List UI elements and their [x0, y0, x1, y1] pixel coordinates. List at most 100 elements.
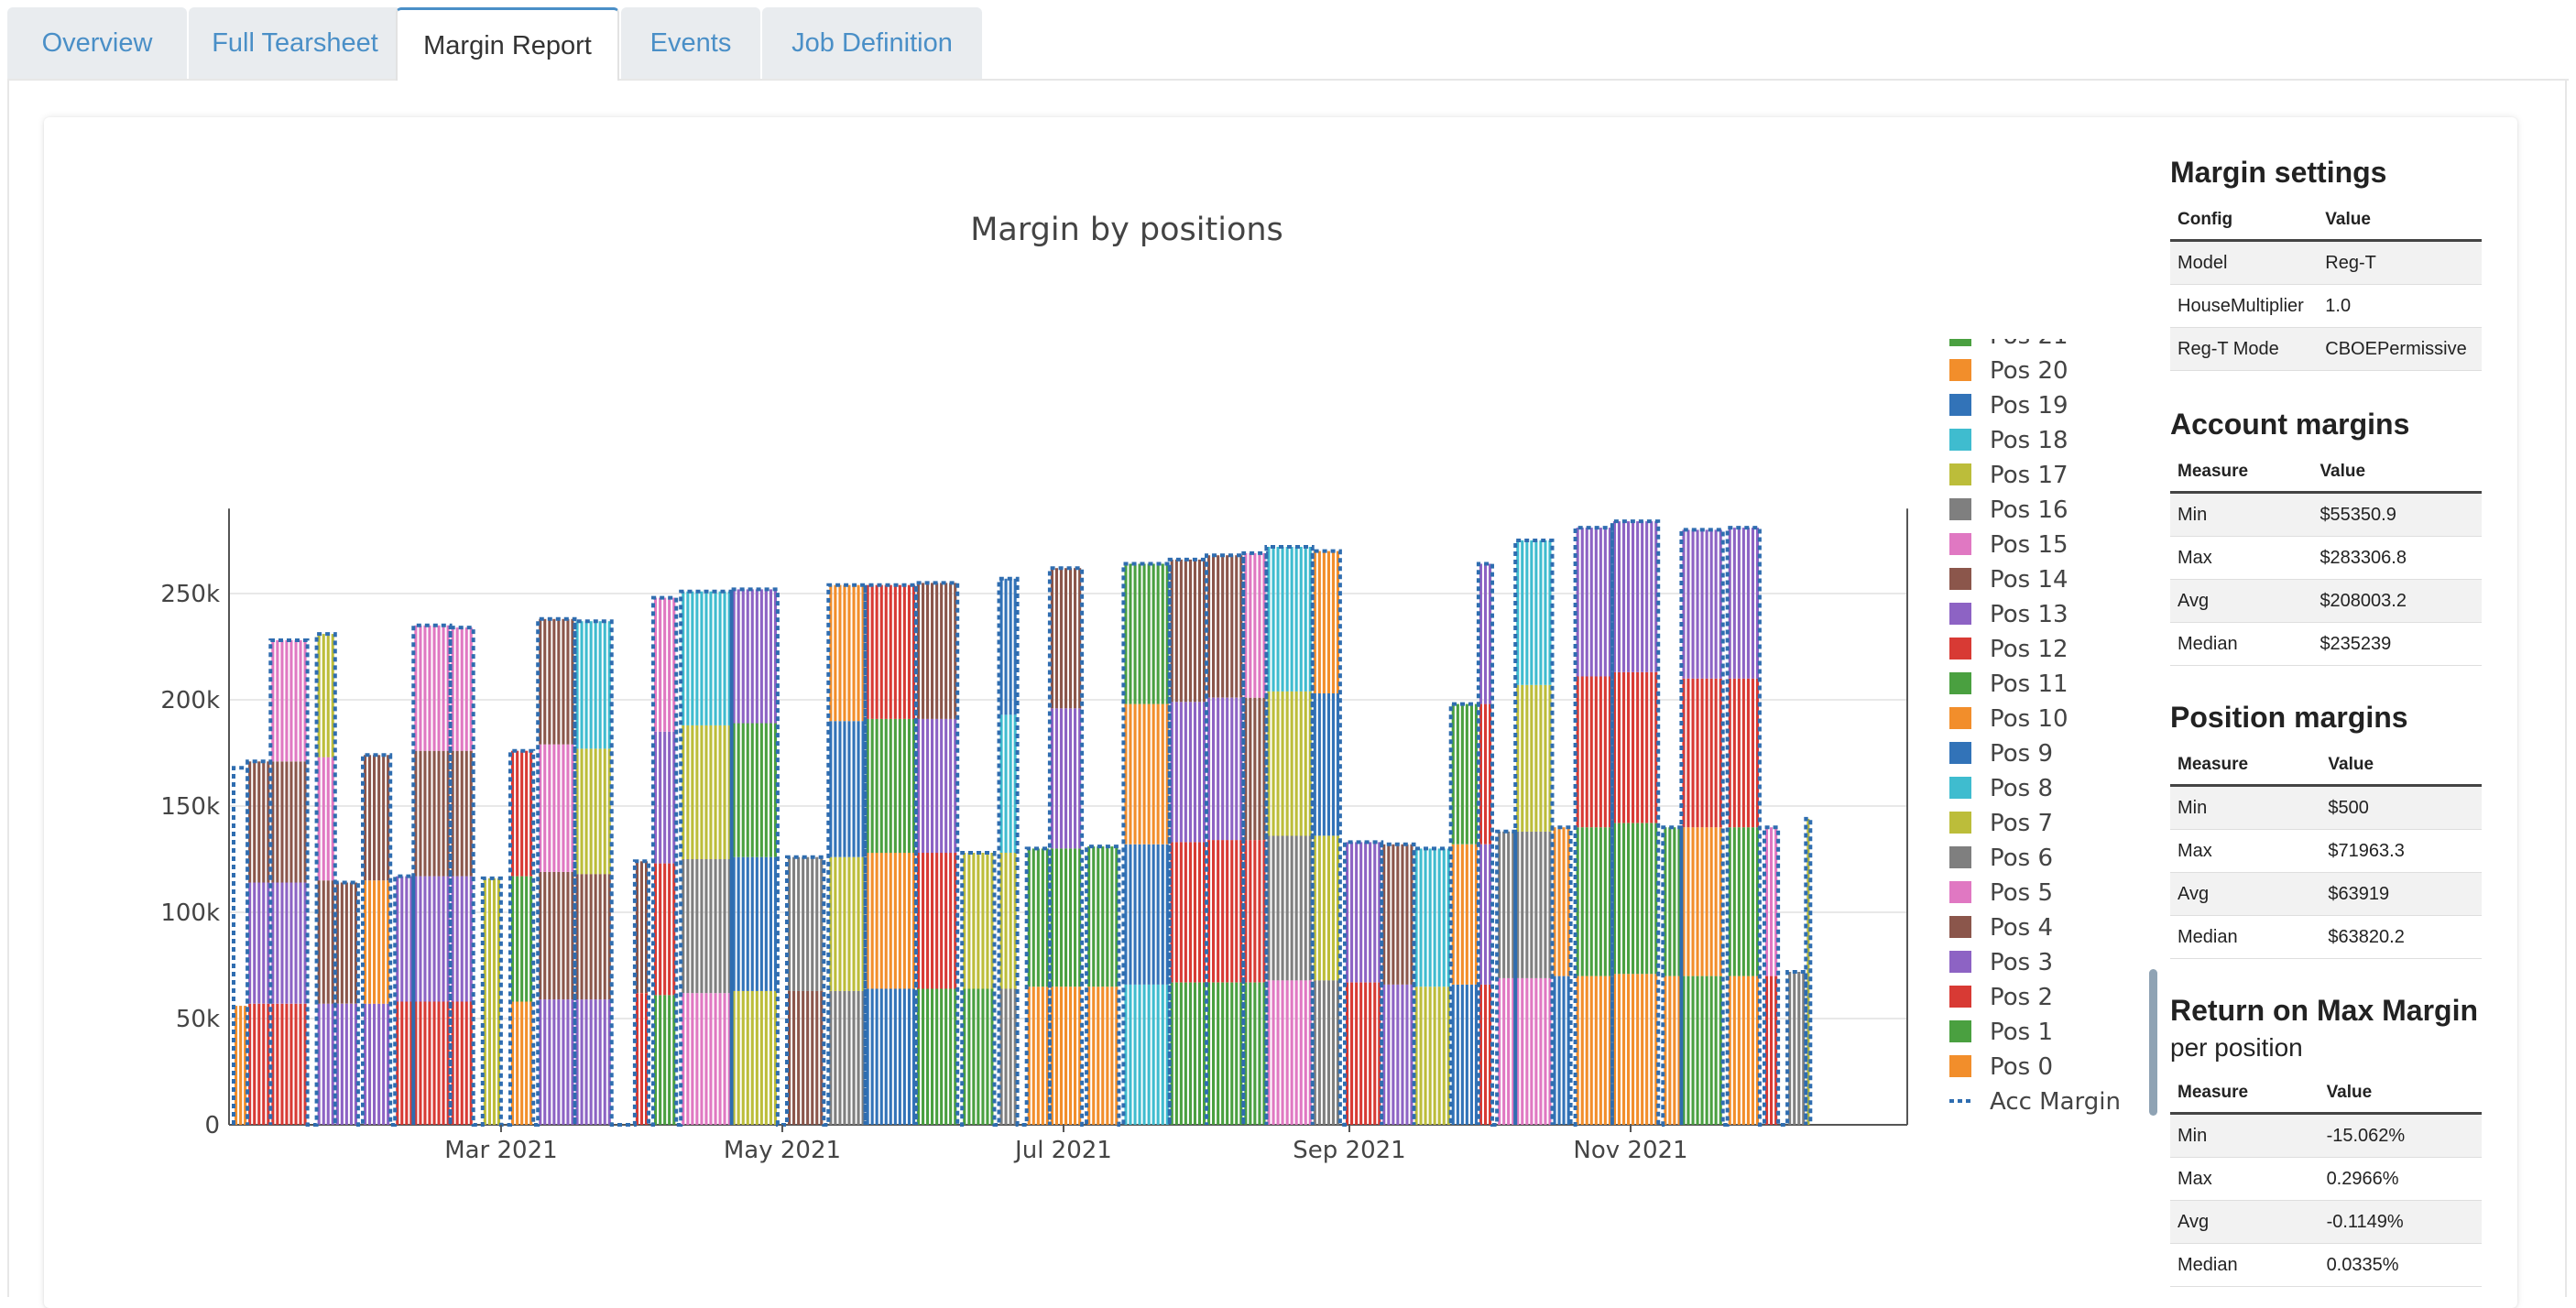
legend-item[interactable]: Pos 16	[1949, 496, 2068, 524]
bar-pos-15	[1262, 552, 1266, 698]
bar-pos-3	[442, 876, 445, 1002]
bar-pos-7	[829, 856, 833, 991]
bar-pos-21	[1460, 703, 1464, 845]
bar-pos-11	[907, 718, 911, 854]
bar-pos-12	[1346, 982, 1349, 1125]
bar-pos-3	[1627, 521, 1631, 672]
bar-pos-14	[1230, 555, 1234, 698]
column-header: Value	[2312, 452, 2482, 494]
legend-item[interactable]: Pos 9	[1949, 740, 2053, 768]
bar-pos-16	[1276, 835, 1280, 981]
bar-pos-10	[1161, 703, 1164, 845]
bar-pos-10	[1050, 986, 1053, 1125]
bar-pos-10	[875, 853, 879, 989]
bar-pos-9	[1133, 844, 1137, 985]
legend-item[interactable]: Pos 19	[1949, 392, 2068, 420]
legend-item[interactable]: Pos 1	[1949, 1019, 2053, 1046]
bar-pos-13	[759, 589, 763, 724]
legend-item[interactable]: Pos 4	[1949, 914, 2053, 942]
bar-pos-2	[645, 993, 649, 1125]
bar-pos-15	[1249, 552, 1252, 698]
bar-pos-0	[1622, 974, 1626, 1125]
bar-pos-7	[603, 748, 606, 875]
legend-swatch	[1949, 846, 1971, 868]
bar-pos-6	[1539, 831, 1543, 978]
scrollbar-thumb[interactable]	[2149, 969, 2157, 1116]
bar-pos-15	[1304, 980, 1307, 1125]
legend-item[interactable]: Pos 14	[1949, 566, 2068, 594]
bar-pos-1	[1709, 976, 1713, 1125]
bar-pos-11	[1097, 846, 1100, 987]
x-tick-label: Mar 2021	[444, 1137, 558, 1164]
tab-overview[interactable]: Overview	[7, 7, 187, 79]
bar-pos-12	[1359, 982, 1363, 1125]
bar-pos-13	[944, 718, 948, 854]
legend-item[interactable]: Pos 11	[1949, 670, 2068, 698]
legend-item[interactable]: Pos 18	[1949, 427, 2068, 454]
bar-pos-14	[1207, 555, 1211, 698]
bar-pos-16	[1304, 835, 1307, 981]
legend-item[interactable]: Pos 15	[1949, 531, 2068, 559]
tab-margin-report[interactable]: Margin Report	[396, 7, 619, 81]
legend-item[interactable]: Pos 21	[1949, 322, 2068, 350]
tab-job-definition[interactable]: Job Definition	[762, 7, 982, 79]
legend-item[interactable]: Pos 17	[1949, 462, 2068, 489]
table-cell: -0.1149%	[2319, 1200, 2482, 1244]
bar-pos-12	[866, 584, 869, 719]
bar-pos-14	[1401, 844, 1404, 985]
bar-pos-11	[1262, 982, 1266, 1125]
bar-pos-9	[759, 856, 763, 991]
chart-legend[interactable]: Pos 21 Pos 20 Pos 19 Pos 18 Pos 17 Pos 16 Pos …	[1949, 322, 2121, 1116]
bar-pos-3	[1650, 521, 1654, 672]
bar-pos-7	[691, 725, 694, 859]
bar-pos-8	[695, 591, 699, 725]
bar-pos-11	[511, 876, 515, 1002]
bar-pos-7	[584, 748, 588, 875]
bar-pos-10	[879, 853, 883, 989]
legend-item[interactable]: Pos 2	[1949, 984, 2053, 1011]
bar-pos-6	[838, 990, 842, 1125]
tab-events[interactable]: Events	[621, 7, 760, 79]
bar-pos-12	[926, 853, 930, 989]
bar-pos-5	[1539, 977, 1543, 1125]
bar-pos-0	[1719, 827, 1722, 976]
table-cell: Avg	[2170, 579, 2313, 623]
bar-pos-8	[686, 591, 690, 725]
bar-pos-17	[963, 853, 966, 989]
legend-item[interactable]: Pos 6	[1949, 845, 2053, 872]
bar-pos-13	[1059, 708, 1063, 849]
y-tick-label: 100k	[160, 899, 220, 927]
bar-pos-2	[1770, 976, 1774, 1125]
bar-pos-3	[659, 731, 662, 864]
bar-pos-5	[289, 640, 293, 762]
bar-pos-11	[1110, 846, 1114, 987]
legend-item[interactable]: Pos 0	[1949, 1053, 2053, 1081]
legend-item[interactable]: Acc Margin	[1949, 1088, 2121, 1116]
legend-item[interactable]: Pos 7	[1949, 810, 2053, 837]
bar-pos-0	[1755, 976, 1759, 1125]
legend-item[interactable]: Pos 3	[1949, 949, 2053, 976]
bar-pos-1	[1664, 827, 1667, 976]
bar-pos-7	[755, 990, 759, 1125]
legend-item[interactable]: Pos 10	[1949, 705, 2068, 733]
bar-pos-13	[1179, 702, 1183, 843]
bar-pos-10	[364, 880, 367, 1004]
legend-item[interactable]: Pos 12	[1949, 636, 2068, 663]
bar-pos-2	[1709, 678, 1713, 828]
bar-pos-1	[1585, 827, 1588, 976]
bar-pos-1	[1608, 827, 1611, 976]
bar-pos-16	[1281, 835, 1284, 981]
bar-pos-14	[566, 618, 570, 745]
legend-item[interactable]: Pos 20	[1949, 357, 2068, 385]
bar-pos-9	[861, 721, 865, 857]
bar-pos-12	[898, 584, 901, 719]
bar-pos-12	[1174, 842, 1178, 983]
tab-full-tearsheet[interactable]: Full Tearsheet	[189, 7, 401, 79]
legend-swatch	[1949, 1020, 1971, 1042]
bar-pos-3	[1737, 528, 1741, 679]
legend-item[interactable]: Pos 13	[1949, 601, 2068, 628]
legend-swatch	[1949, 742, 1971, 764]
legend-item[interactable]: Pos 5	[1949, 879, 2053, 907]
bar-pos-9	[1165, 844, 1169, 985]
legend-item[interactable]: Pos 8	[1949, 775, 2053, 802]
